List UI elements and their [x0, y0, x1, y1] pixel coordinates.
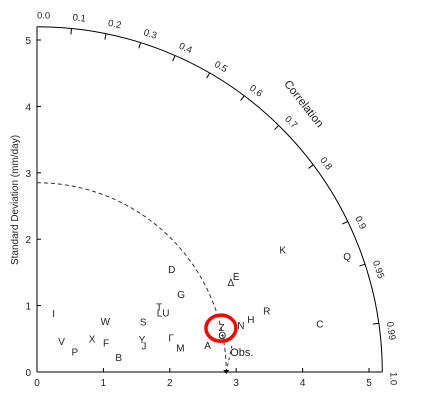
x-tick-label: 1: [101, 378, 107, 389]
highlight-circle: [204, 313, 238, 343]
correlation-tick-mark: [172, 55, 176, 62]
model-point-label: R: [263, 306, 270, 317]
reference-label: Obs.: [230, 347, 253, 359]
correlation-tick-label: 0.99: [384, 321, 397, 341]
correlation-tick-label: 0.6: [247, 83, 264, 100]
model-point-label: E: [233, 272, 240, 283]
model-point-label: Z: [219, 323, 225, 334]
model-point-label: LU: [157, 308, 170, 319]
model-point-label: P: [72, 348, 79, 359]
model-point-label: C: [316, 320, 323, 331]
model-point-label: Δ: [228, 278, 235, 289]
model-point-label: J: [141, 342, 146, 353]
model-point-label: S: [140, 318, 147, 329]
y-tick-label: 2: [25, 235, 31, 246]
correlation-tick-mark: [308, 164, 314, 169]
correlation-tick-label: 0.2: [107, 18, 122, 31]
chart-axes: 0 1 2 3 4 5 0 1 2 3 4 5: [25, 26, 383, 389]
y-axis-label: Standard Deviation (mm/day): [10, 135, 21, 265]
correlation-tick-mark: [274, 125, 280, 131]
correlation-tick-label: 0.5: [212, 59, 229, 75]
correlation-tick-label: 0.1: [72, 12, 86, 24]
correlation-tick-label: 0.8: [317, 155, 334, 172]
correlation-tick-mark: [342, 221, 348, 225]
y-tick-label: 4: [25, 102, 31, 113]
model-point-label: K: [279, 245, 286, 256]
x-tick-label: 0: [34, 378, 40, 389]
correlation-tick-mark: [240, 95, 245, 101]
outer-arc: [36, 26, 383, 373]
y-tick-label: 3: [25, 169, 31, 180]
model-point-label: A: [204, 341, 211, 352]
model-point-label: Y: [139, 335, 146, 346]
model-point-label: G: [177, 290, 185, 301]
correlation-tick-label: 0.95: [370, 259, 386, 280]
reference-point-marker: [223, 370, 230, 374]
model-point-label: T: [156, 302, 162, 313]
model-point-label: Θ: [218, 331, 226, 342]
model-point-label: B: [115, 353, 122, 364]
x-tick-label: 3: [233, 378, 239, 389]
correlation-tick-mark: [138, 42, 142, 49]
correlation-tick-label: 0.7: [282, 114, 299, 131]
reference-std-arc: [36, 182, 227, 373]
correlation-tick-label: 1.0: [387, 372, 398, 385]
model-point-label: F: [103, 338, 109, 349]
correlation-tick-mark: [372, 322, 379, 325]
correlation-tick-label: 0.3: [142, 27, 158, 41]
y-tick-label: 5: [25, 36, 31, 47]
y-tick-label: 0: [25, 368, 31, 379]
model-point-label: M: [176, 344, 184, 355]
correlation-tick-label: 0.4: [177, 41, 194, 56]
correlation-tick-mark: [70, 28, 73, 35]
correlation-tick-mark: [206, 72, 211, 79]
model-point-label: N: [237, 321, 244, 332]
correlation-tick-mark: [104, 33, 107, 40]
model-point-label: Γ: [168, 334, 174, 345]
y-tick-label: 1: [25, 302, 31, 313]
x-tick-label: 5: [366, 378, 372, 389]
model-point-label: Q: [343, 252, 351, 263]
model-point-label: X: [89, 334, 96, 345]
reference-leader-line: [225, 343, 233, 373]
model-point-label: D: [168, 265, 175, 276]
model-point-label: H: [247, 315, 254, 326]
correlation-tick-label: 0.9: [352, 214, 368, 231]
correlation-tick-label: 0.0: [37, 11, 50, 22]
model-point-label: I: [52, 309, 55, 320]
model-point-label: W: [101, 317, 111, 328]
model-point-label: V: [58, 337, 65, 348]
x-tick-label: 4: [300, 378, 306, 389]
reference-layer: Obs.: [36, 182, 253, 374]
correlation-tick-mark: [359, 263, 366, 267]
x-tick-label: 2: [167, 378, 173, 389]
